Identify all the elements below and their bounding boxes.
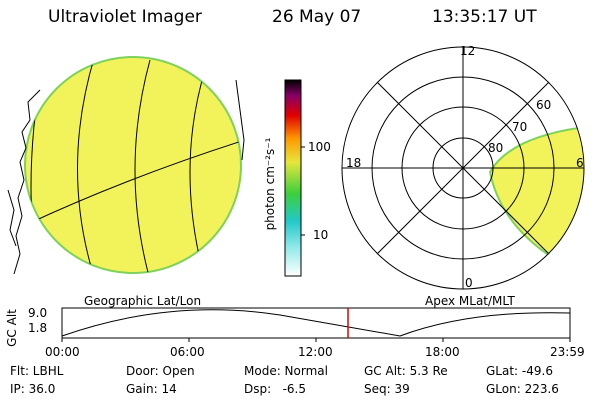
mode-info: Mode: Normal [244,364,328,378]
xtick-1800: 18:00 [425,345,460,359]
mlat-label-80: 80 [488,141,504,155]
xtick-1200: 12:00 [298,345,333,359]
altitude-ytick-9: 9.0 [28,306,48,320]
gc-alt-info: GC Alt: 5.3 Re [364,364,448,378]
filter-info: Flt: LBHL [10,364,64,378]
xtick-2359: 23:59 [550,345,585,359]
glat-info: GLat: -49.6 [486,364,553,378]
xtick-0000: 00:00 [45,345,80,359]
geographic-label: Geographic Lat/Lon [84,294,202,308]
time-label: 13:35:17 UT [432,7,537,27]
coastlines [7,79,245,275]
instrument-title: Ultraviolet Imager [48,7,202,27]
mlat-label-60: 60 [536,98,552,112]
colorbar-label: photon cm⁻²s⁻¹ [263,137,277,231]
mlat-label-70: 70 [512,120,528,134]
xtick-0600: 06:00 [170,345,205,359]
seq-info: Seq: 39 [364,382,410,396]
altitude-ylabel: GC Alt [5,309,19,347]
color-scale-bar [284,79,305,277]
aurora-region [488,125,584,284]
mlt-label-18: 18 [346,156,362,170]
polar-grid [341,46,585,290]
altitude-plot [61,307,571,342]
mlt-label-6: 6 [576,156,584,170]
polar-mlat-mlt-plot [341,46,585,290]
ip-info: IP: 36.0 [10,382,56,396]
globe-disk [24,56,242,274]
altitude-ytick-1-8: 1.8 [28,321,48,335]
gain-info: Gain: 14 [126,382,177,396]
apex-label: Apex MLat/MLT [425,294,515,308]
dsp-info: Dsp: -6.5 [244,382,307,396]
geographic-globe-image [7,56,245,275]
date-label: 26 May 07 [272,7,362,27]
colorbar-tick-10: 10 [313,228,329,242]
glon-info: GLon: 223.6 [486,382,559,396]
door-info: Door: Open [126,364,195,378]
mlt-label-12: 12 [460,44,476,58]
altitude-curve [61,309,571,337]
mlt-label-0: 0 [465,276,473,290]
colorbar-tick-100: 100 [308,140,331,154]
